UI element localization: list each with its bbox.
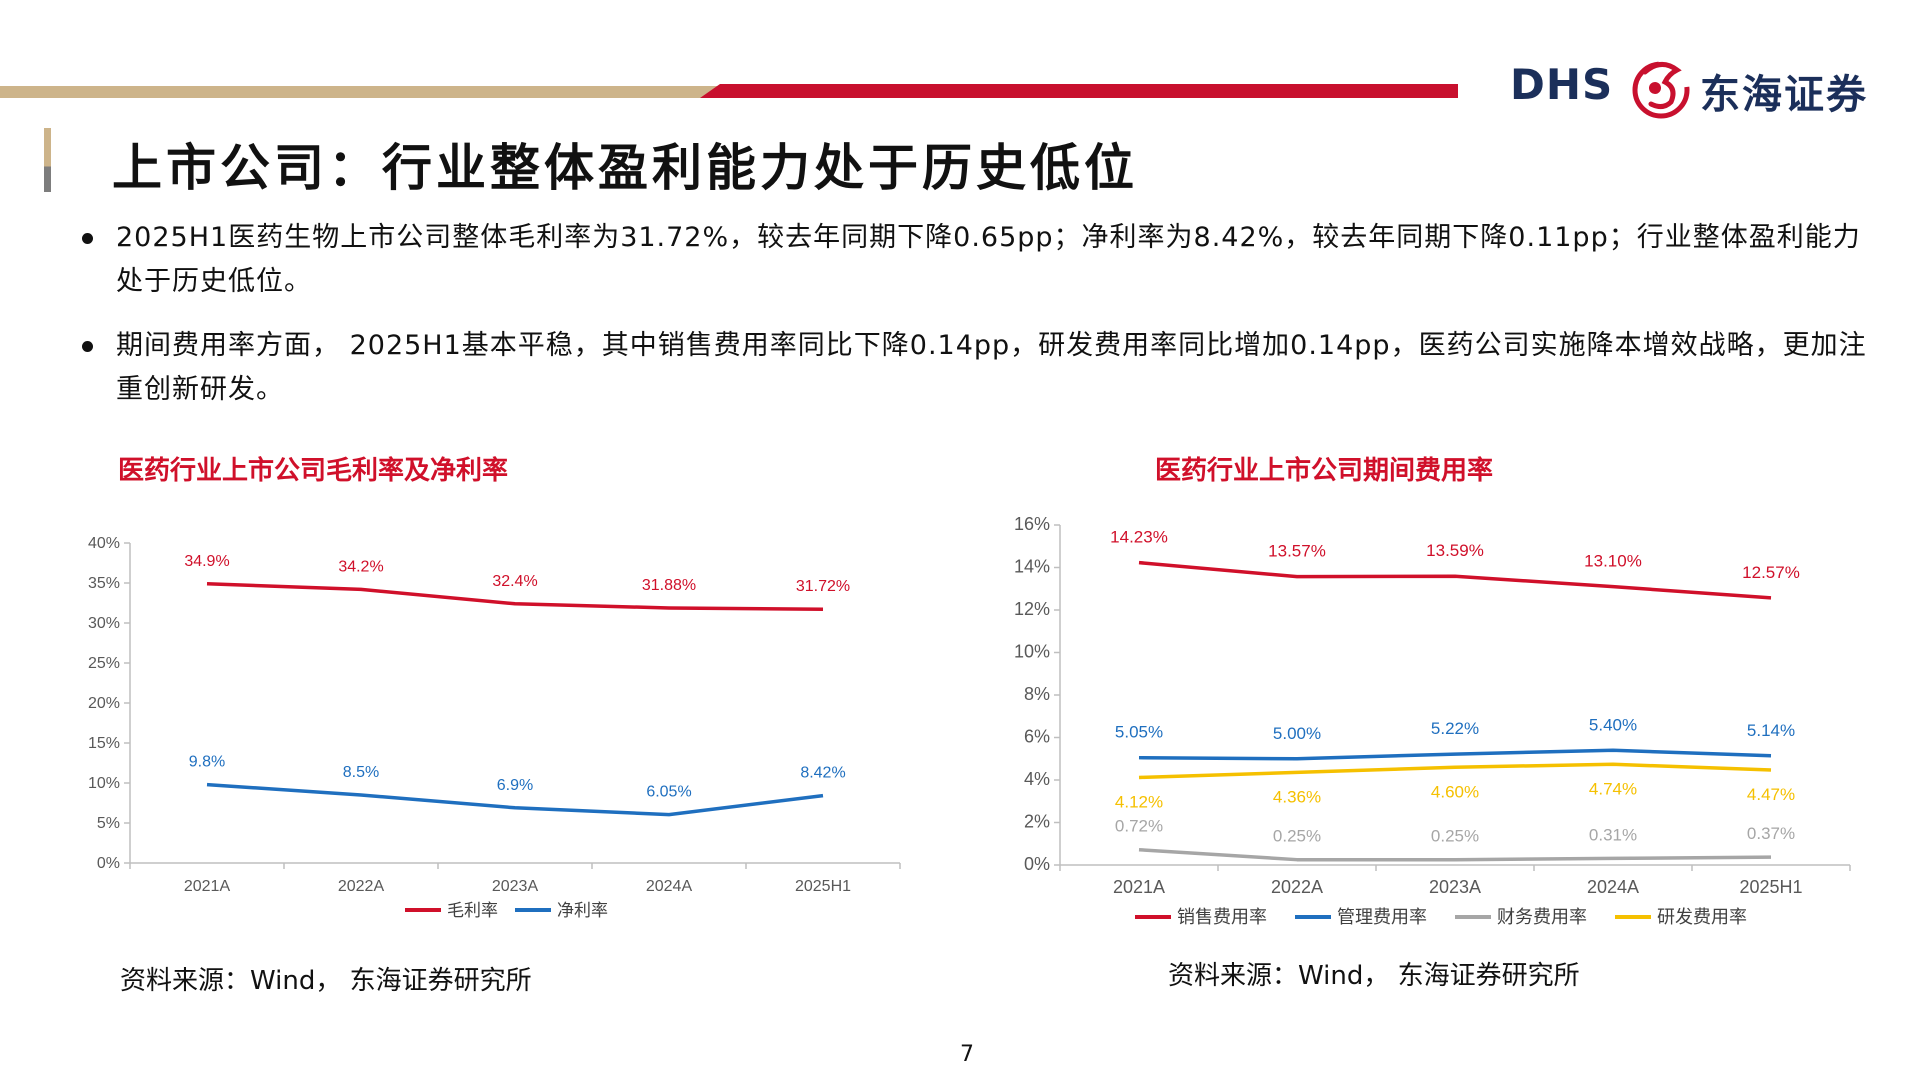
series-line [206,782,824,817]
data-label: 13.57% [1268,542,1326,561]
y-tick-label: 2% [1024,812,1050,832]
page-number: 7 [960,1042,974,1067]
title-accent-bar [44,128,51,192]
data-label: 5.14% [1747,721,1795,740]
series-line [1138,560,1772,600]
logo-chinese-text: 东海证券 [1700,72,1868,118]
y-tick-label: 20% [88,695,120,712]
x-tick-label: 2023A [1429,877,1481,897]
x-tick-label: 2023A [492,878,539,895]
data-label: 6.05% [646,784,691,801]
bullet-dot-icon [82,233,93,244]
data-label: 8.5% [343,764,379,781]
bullet-item: 2025H1医药生物上市公司整体毛利率为31.72%，较去年同期下降0.65pp… [78,216,1878,304]
data-label: 0.37% [1747,824,1795,843]
y-tick-label: 30% [88,615,120,632]
x-tick-label: 2022A [1271,877,1323,897]
data-label: 5.00% [1273,724,1321,743]
header-red-bar [700,84,1458,98]
x-tick-label: 2021A [184,878,231,895]
series-line [1138,762,1772,780]
margin-line-chart: 0% 5% 10% 15% 20% 25% 30% 35% 40% 2021A 2022A 2023A… [88,535,901,920]
data-label: 34.9% [184,553,229,570]
series-line [1138,748,1772,761]
data-label: 0.25% [1273,827,1321,846]
y-tick-label: 35% [88,575,120,592]
data-label: 0.72% [1115,817,1163,836]
bullet-text: 2025H1医药生物上市公司整体毛利率为31.72%，较去年同期下降0.65pp… [116,222,1861,297]
bullet-list: 2025H1医药生物上市公司整体毛利率为31.72%，较去年同期下降0.65pp… [78,216,1878,432]
bullet-text: 期间费用率方面， 2025H1基本平稳，其中销售费用率同比下降0.14pp，研发… [116,330,1867,405]
data-label: 13.10% [1584,552,1642,571]
x-tick-label: 2021A [1113,877,1165,897]
y-tick-label: 12% [1014,599,1050,619]
page-title: 上市公司：行业整体盈利能力处于历史低位 [112,138,1138,197]
data-label: 9.8% [189,754,225,771]
data-label: 12.57% [1742,563,1800,582]
expense-line-chart: 0% 2% 4% 6% 8% 10% 12% 14% 16% 2021A 2022A 2023A 202… [1014,514,1851,927]
y-tick-label: 5% [97,815,120,832]
legend-label: 毛利率 [447,901,498,920]
data-label: 32.4% [492,573,537,590]
dragon-seal-icon [1632,61,1690,119]
header-gold-bar [0,86,720,98]
data-label: 4.74% [1589,779,1637,798]
data-label: 13.59% [1426,541,1484,560]
data-label: 4.60% [1431,782,1479,801]
data-label: 8.42% [800,765,845,782]
data-label: 4.47% [1747,785,1795,804]
series-line [1138,847,1772,862]
bullet-dot-icon [82,341,93,352]
x-tick-label: 2025H1 [1739,877,1802,897]
series-line [206,582,824,611]
data-label: 34.2% [338,558,383,575]
bullet-item: 期间费用率方面， 2025H1基本平稳，其中销售费用率同比下降0.14pp，研发… [78,324,1878,412]
x-tick-label: 2024A [1587,877,1639,897]
y-tick-label: 4% [1024,769,1050,789]
company-logo: DHS 东海证券 [1510,52,1890,124]
data-label: 5.40% [1589,715,1637,734]
y-tick-label: 15% [88,735,120,752]
legend-label: 研发费用率 [1657,907,1747,927]
data-label: 6.9% [497,777,533,794]
y-tick-label: 10% [1014,642,1050,662]
source-note: 资料来源：Wind， 东海证券研究所 [1168,961,1580,991]
data-label: 31.88% [642,577,696,594]
y-tick-label: 6% [1024,727,1050,747]
data-label: 5.05% [1115,723,1163,742]
y-tick-label: 10% [88,775,120,792]
data-label: 5.22% [1431,719,1479,738]
source-note: 资料来源：Wind， 东海证券研究所 [120,966,532,996]
x-tick-label: 2022A [338,878,385,895]
data-label: 31.72% [796,578,850,595]
x-tick-label: 2025H1 [795,878,851,895]
data-label: 4.12% [1115,792,1163,811]
logo-latin-text: DHS [1510,60,1614,109]
y-tick-label: 25% [88,655,120,672]
y-tick-label: 16% [1014,514,1050,534]
data-label: 14.23% [1110,528,1168,547]
legend-label: 销售费用率 [1177,907,1267,927]
y-tick-label: 0% [1024,854,1050,874]
legend-label: 净利率 [557,901,608,920]
y-tick-label: 40% [88,535,120,552]
data-label: 0.31% [1589,825,1637,844]
chart-title-expenses: 医药行业上市公司期间费用率 [1155,456,1494,486]
y-tick-label: 8% [1024,684,1050,704]
y-tick-label: 0% [97,855,120,872]
data-label: 0.25% [1431,827,1479,846]
chart-title-margins: 医药行业上市公司毛利率及净利率 [118,456,509,486]
legend-label: 管理费用率 [1337,907,1427,927]
y-tick-label: 14% [1014,557,1050,577]
x-tick-label: 2024A [646,878,693,895]
legend-label: 财务费用率 [1497,907,1587,927]
data-label: 4.36% [1273,787,1321,806]
